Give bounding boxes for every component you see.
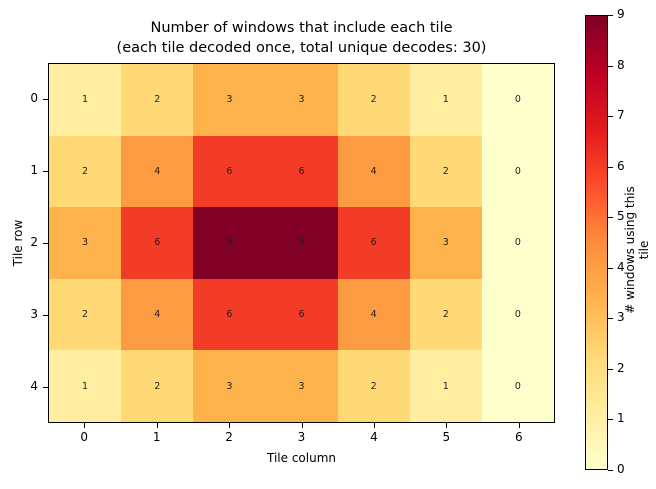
colorbar-tick-mark — [608, 368, 613, 370]
title-line-1: Number of windows that include each tile — [150, 20, 453, 36]
heatmap-cell: 6 — [265, 278, 338, 351]
x-tick-label: 6 — [514, 430, 523, 444]
heatmap-cell: 3 — [265, 64, 338, 136]
colorbar-tick-mark — [608, 217, 613, 219]
heatmap-cell: 6 — [121, 207, 194, 279]
x-tick-mark — [229, 423, 231, 428]
x-axis-label: Tile column — [267, 451, 336, 465]
heatmap-cell: 1 — [409, 350, 482, 422]
colorbar-tick-label: 4 — [617, 259, 625, 274]
heatmap-cell: 1 — [409, 64, 482, 136]
x-tick-mark — [156, 423, 158, 428]
colorbar-tick-label: 2 — [617, 360, 625, 375]
heatmap-cell: 4 — [121, 135, 194, 208]
y-tick-label: 4 — [30, 379, 38, 393]
heatmap-cell: 3 — [265, 350, 338, 422]
x-tick-label: 3 — [297, 430, 306, 444]
x-tick-label: 1 — [152, 430, 161, 444]
colorbar-tick-label: 3 — [617, 310, 625, 325]
x-tick-mark — [518, 423, 520, 428]
heatmap-cell: 3 — [193, 64, 266, 136]
x-tick-mark — [84, 423, 86, 428]
heatmap-cell: 2 — [337, 350, 410, 422]
colorbar-tick-label: 5 — [617, 209, 625, 224]
colorbar-tick-mark — [608, 116, 613, 118]
y-tick-label: 2 — [30, 235, 38, 249]
heatmap-cell: 4 — [121, 278, 194, 351]
y-tick-mark — [43, 387, 48, 388]
colorbar-tick-mark — [608, 470, 613, 471]
heatmap-cell: 0 — [481, 207, 554, 279]
heatmap-cell: 2 — [409, 135, 482, 208]
y-tick-label: 0 — [30, 91, 38, 105]
heatmap-cell: 3 — [49, 207, 122, 279]
colorbar-tick-label: 1 — [617, 411, 625, 426]
x-tick-label: 2 — [225, 430, 233, 444]
y-tick-mark — [43, 99, 48, 100]
colorbar-tick-label: 0 — [617, 462, 625, 476]
colorbar-tick-label: 9 — [617, 7, 625, 21]
colorbar-tick-label: 8 — [617, 57, 625, 72]
heatmap-cell: 9 — [193, 207, 266, 279]
heatmap-cell: 0 — [481, 278, 554, 351]
colorbar — [585, 15, 608, 470]
x-tick-label: 0 — [80, 430, 89, 444]
y-tick-mark — [43, 171, 48, 172]
heatmap-cell: 1 — [49, 64, 122, 136]
colorbar-tick-label: 6 — [617, 158, 625, 173]
heatmap-cell: 6 — [265, 135, 338, 208]
y-tick-label: 3 — [30, 307, 38, 321]
heatmap-cell: 3 — [409, 207, 482, 279]
heatmap-cell: 2 — [337, 64, 410, 136]
y-tick-mark — [43, 315, 48, 316]
heatmap-cell: 2 — [409, 278, 482, 351]
colorbar-tick-mark — [608, 419, 613, 421]
heatmap-cell: 2 — [121, 350, 194, 422]
x-tick-mark — [301, 423, 303, 428]
x-tick-mark — [446, 423, 448, 428]
heatmap-cell: 0 — [481, 64, 554, 136]
y-tick-label: 1 — [30, 163, 38, 177]
heatmap-cell: 0 — [481, 350, 554, 422]
heatmap-cell: 2 — [49, 278, 122, 351]
colorbar-tick-mark — [608, 267, 613, 269]
colorbar-tick-label: 7 — [617, 108, 625, 123]
heatmap-cell: 6 — [193, 135, 266, 208]
heatmap-cell: 0 — [481, 135, 554, 208]
heatmap-cell: 4 — [337, 278, 410, 351]
x-tick-label: 4 — [370, 430, 378, 444]
x-tick-mark — [373, 423, 375, 428]
heatmap-cell: 9 — [265, 207, 338, 279]
heatmap-cell: 2 — [49, 135, 122, 208]
heatmap-cell: 2 — [121, 64, 194, 136]
colorbar-tick-mark — [608, 65, 613, 67]
x-tick-label: 5 — [442, 430, 451, 444]
heatmap-cell: 6 — [337, 207, 410, 279]
heatmap-cell: 4 — [337, 135, 410, 208]
heatmap-cell: 3 — [193, 350, 266, 422]
colorbar-tick-mark — [608, 318, 613, 320]
y-axis-label: Tile row — [11, 219, 25, 267]
heatmap-cell: 1 — [49, 350, 122, 422]
heatmap-cell: 6 — [193, 278, 266, 351]
title-line-2: (each tile decoded once, total unique de… — [116, 40, 487, 56]
colorbar-tick-mark — [608, 166, 613, 168]
colorbar-tick-mark — [608, 15, 613, 16]
colorbar-label: # windows using this tile — [623, 186, 651, 314]
chart-title: Number of windows that include each tile… — [48, 18, 555, 58]
y-tick-mark — [43, 243, 48, 244]
